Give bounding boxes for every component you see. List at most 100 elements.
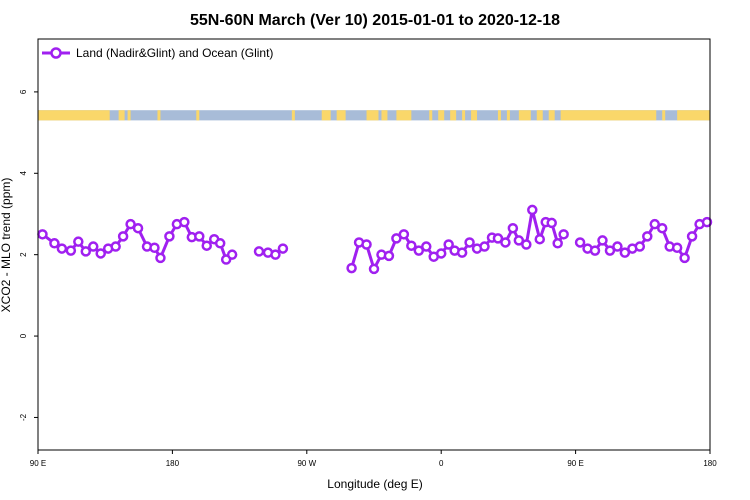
data-point bbox=[679, 252, 690, 264]
data-point bbox=[368, 263, 380, 275]
data-point bbox=[80, 246, 92, 257]
data-point bbox=[479, 241, 490, 252]
land-span bbox=[471, 110, 478, 121]
land-span bbox=[548, 110, 555, 121]
data-point bbox=[513, 235, 525, 246]
x-tick-label: 90 E bbox=[30, 459, 46, 468]
x-axis-label: Longitude (deg E) bbox=[327, 477, 422, 491]
data-point bbox=[671, 242, 683, 254]
land-span bbox=[677, 110, 710, 121]
land-span bbox=[429, 110, 433, 121]
data-point bbox=[589, 245, 601, 256]
land-span bbox=[560, 110, 657, 121]
data-point bbox=[277, 243, 289, 254]
data-point bbox=[634, 241, 646, 252]
data-point bbox=[464, 237, 475, 248]
x-tick-label: 180 bbox=[703, 459, 717, 468]
data-point bbox=[612, 241, 623, 252]
land-span bbox=[118, 110, 125, 121]
land-span bbox=[291, 110, 295, 121]
data-point bbox=[253, 246, 265, 257]
data-point bbox=[270, 249, 281, 260]
data-point bbox=[534, 233, 546, 245]
data-point bbox=[558, 229, 569, 240]
data-point bbox=[421, 241, 432, 252]
data-point bbox=[701, 216, 713, 228]
data-point bbox=[456, 247, 468, 258]
data-point bbox=[179, 216, 190, 228]
land-ocean-band bbox=[38, 110, 710, 121]
x-tick-label: 90 W bbox=[297, 459, 316, 468]
chart-title: 55N-60N March (Ver 10) 2015-01-01 to 202… bbox=[190, 12, 560, 29]
data-point bbox=[649, 218, 660, 230]
data-point bbox=[132, 222, 144, 234]
legend-marker-swatch bbox=[50, 47, 62, 59]
data-point bbox=[642, 231, 653, 242]
land-span bbox=[366, 110, 379, 121]
land-span bbox=[396, 110, 412, 121]
data-point bbox=[597, 235, 608, 246]
land-span bbox=[381, 110, 388, 121]
data-point bbox=[686, 231, 698, 242]
data-point bbox=[552, 238, 563, 249]
y-tick-label: -2 bbox=[19, 413, 28, 421]
land-span bbox=[462, 110, 466, 121]
data-point bbox=[435, 248, 447, 259]
data-point bbox=[443, 239, 454, 250]
data-point bbox=[125, 218, 136, 230]
land-span bbox=[127, 110, 131, 121]
data-point bbox=[492, 233, 504, 244]
data-point bbox=[49, 238, 60, 249]
data-point bbox=[406, 240, 417, 251]
data-point bbox=[37, 229, 48, 240]
y-tick-label: 6 bbox=[19, 89, 28, 94]
x-tick-label: 90 E bbox=[567, 459, 583, 468]
data-point bbox=[194, 231, 205, 242]
data-point bbox=[95, 248, 106, 259]
land-span bbox=[321, 110, 331, 121]
data-point bbox=[383, 250, 395, 262]
data-point bbox=[65, 245, 77, 256]
data-point bbox=[155, 252, 166, 264]
data-point bbox=[619, 247, 631, 258]
data-point bbox=[413, 245, 425, 256]
series-line-segment bbox=[350, 208, 565, 271]
land-span bbox=[518, 110, 531, 121]
data-point bbox=[507, 222, 519, 234]
data-point bbox=[117, 231, 129, 242]
data-point bbox=[56, 243, 68, 254]
x-tick-label: 0 bbox=[439, 459, 444, 468]
data-point bbox=[73, 236, 84, 247]
data-point bbox=[398, 229, 410, 240]
x-tick-label: 180 bbox=[166, 459, 180, 468]
land-span bbox=[157, 110, 161, 121]
data-point bbox=[604, 245, 616, 256]
data-point bbox=[656, 222, 668, 234]
land-span bbox=[438, 110, 445, 121]
series-lines bbox=[37, 204, 713, 275]
land-span bbox=[196, 110, 200, 121]
legend: Land (Nadir&Glint) and Ocean (Glint) bbox=[42, 46, 273, 60]
data-point bbox=[346, 262, 357, 274]
land-span bbox=[450, 110, 457, 121]
data-point bbox=[527, 204, 538, 216]
land-span bbox=[536, 110, 543, 121]
land-span bbox=[662, 110, 666, 121]
data-point bbox=[226, 249, 238, 260]
data-point bbox=[391, 233, 402, 244]
data-point bbox=[110, 241, 121, 252]
plot-frame bbox=[37, 38, 711, 451]
data-point bbox=[88, 241, 99, 252]
land-span bbox=[336, 110, 346, 121]
data-point bbox=[546, 217, 557, 229]
data-point bbox=[361, 239, 372, 250]
y-tick-label: 2 bbox=[19, 252, 28, 257]
data-point bbox=[164, 231, 175, 242]
data-point bbox=[201, 240, 212, 251]
land-span bbox=[497, 110, 501, 121]
land-span bbox=[38, 110, 110, 121]
legend-label: Land (Nadir&Glint) and Ocean (Glint) bbox=[76, 46, 273, 60]
data-point bbox=[574, 237, 586, 248]
land-span bbox=[506, 110, 510, 121]
